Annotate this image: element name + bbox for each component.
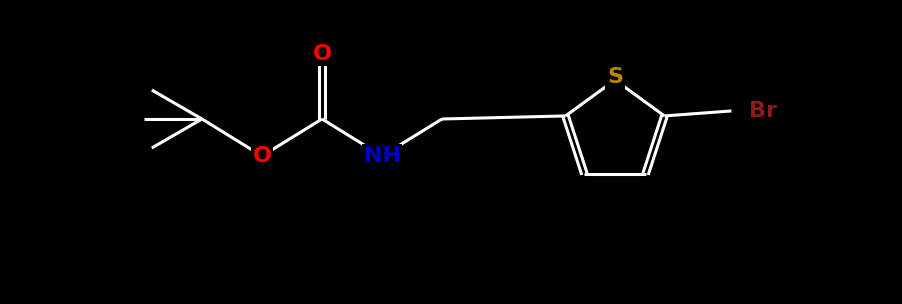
Text: O: O <box>253 146 272 166</box>
Text: S: S <box>607 67 623 87</box>
Text: O: O <box>312 44 332 64</box>
Text: Br: Br <box>750 101 778 121</box>
Text: NH: NH <box>364 146 400 166</box>
